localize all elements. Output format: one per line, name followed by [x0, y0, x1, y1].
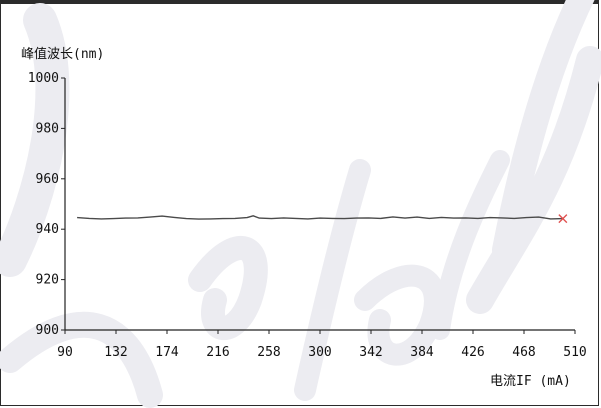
watermark-stroke	[430, 150, 510, 340]
x-tick-label: 258	[257, 345, 280, 360]
y-tick-label: 960	[36, 172, 59, 187]
y-tick-label: 940	[36, 222, 59, 237]
x-tick-label: 384	[410, 345, 434, 360]
y-tick-label: 900	[36, 323, 59, 338]
watermark-stroke	[294, 159, 371, 401]
watermark-stroke	[354, 264, 446, 366]
watermark-stroke	[492, 0, 595, 263]
end-marker-stroke	[558, 214, 568, 224]
y-tick-label: 1000	[28, 71, 59, 86]
y-axis-label: 峰值波长(nm)	[21, 47, 105, 62]
x-tick-label: 342	[359, 345, 382, 360]
x-axis-label: 电流IF (mA)	[490, 374, 571, 389]
x-tick-label: 132	[104, 345, 127, 360]
series-line	[77, 215, 563, 220]
x-tick-label: 468	[512, 345, 535, 360]
x-tick-label: 216	[206, 345, 229, 360]
y-tick-label: 980	[36, 121, 59, 136]
x-tick-label: 90	[57, 345, 73, 360]
watermark-stroke	[188, 236, 268, 341]
y-tick-label: 920	[36, 273, 59, 288]
x-tick-label: 174	[155, 345, 179, 360]
watermark-stroke	[0, 3, 70, 277]
watermark-stroke	[0, 311, 163, 408]
x-tick-label: 300	[308, 345, 331, 360]
watermark-stroke	[466, 46, 601, 314]
x-tick-label: 510	[563, 345, 586, 360]
x-tick-label: 426	[461, 345, 484, 360]
